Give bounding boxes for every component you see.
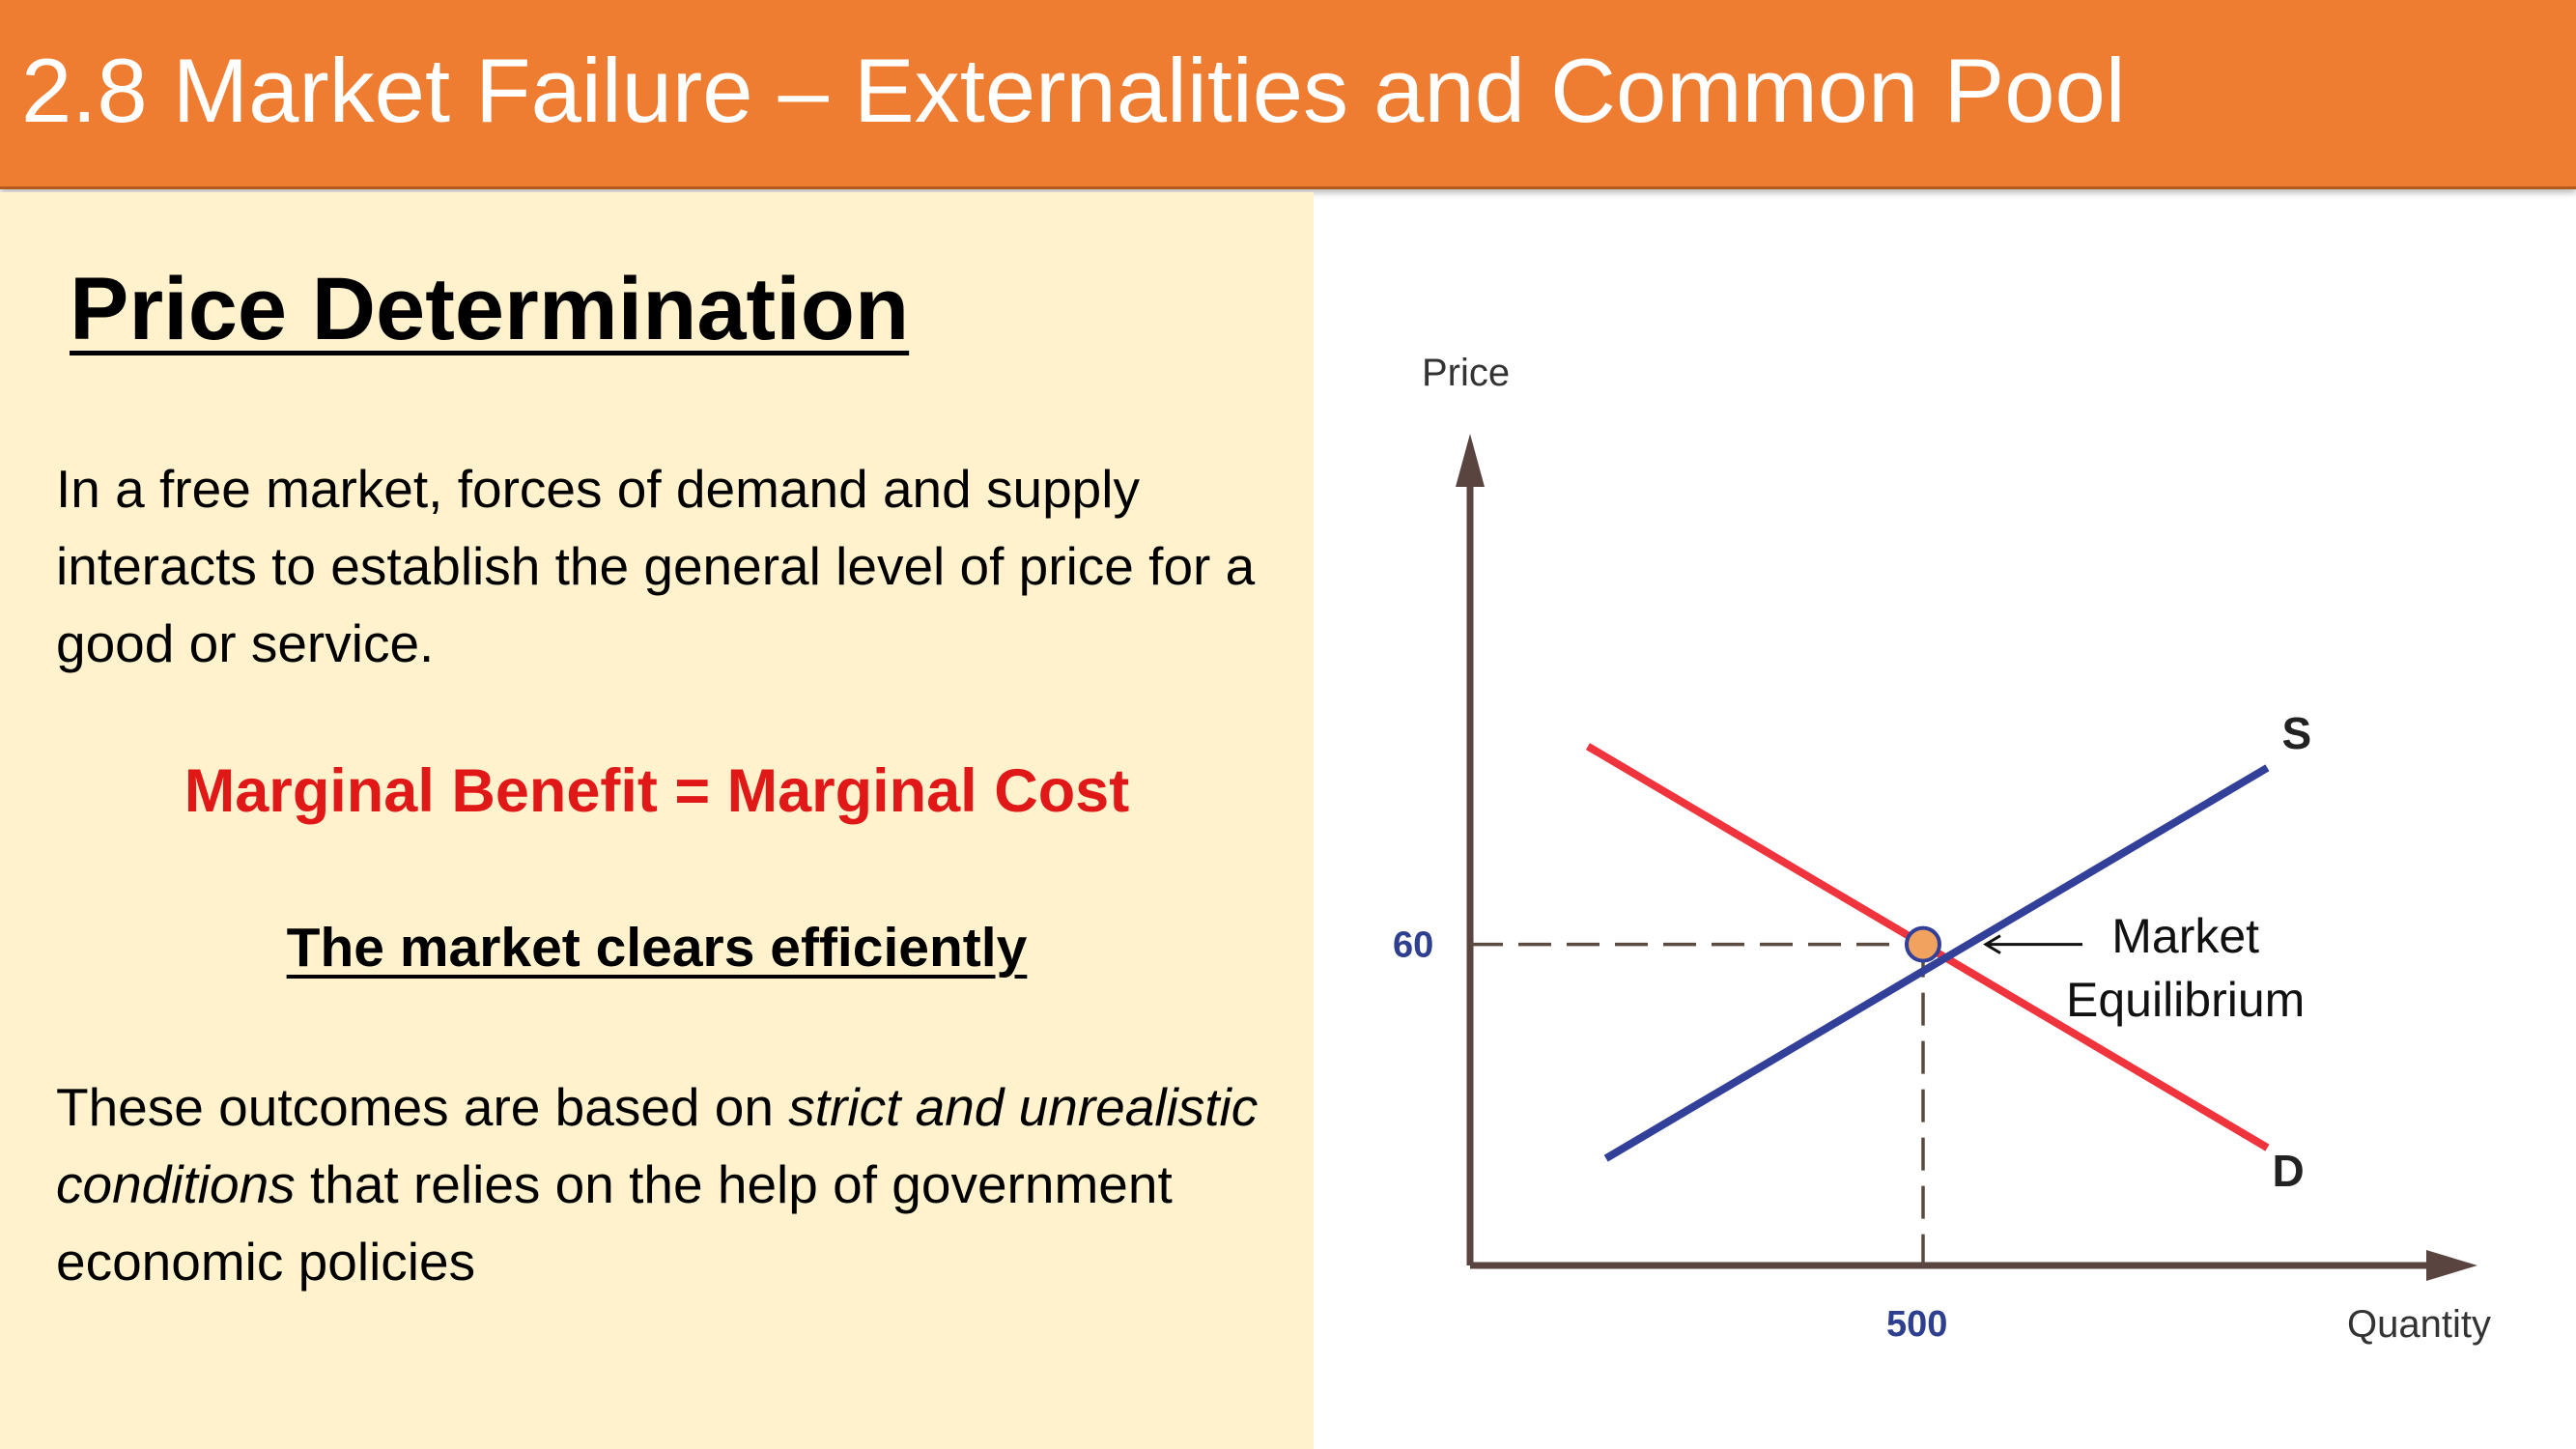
demand-label: D [2272, 1146, 2304, 1196]
supply-label: S [2281, 708, 2311, 758]
equilibrium-annotation-line1: Market [2111, 908, 2260, 963]
conditions-text-end: that relies on the help of government ec… [56, 1154, 1173, 1292]
market-clears-statement: The market clears efficiently [286, 917, 1028, 979]
x-axis-label: Quantity [2347, 1303, 2491, 1346]
slide-title: 2.8 Market Failure – Externalities and C… [21, 40, 2126, 141]
equilibrium-annotation: Market Equilibrium [2066, 904, 2305, 1032]
conditions-emphasis: strict and unrealistic conditions [56, 1077, 1259, 1214]
equilibrium-pointer-head [1983, 934, 2001, 954]
y-axis-arrowhead [1456, 434, 1485, 487]
equilibrium-annotation-line2: Equilibrium [2066, 972, 2306, 1027]
y-axis-label: Price [1422, 352, 1510, 394]
chart-svg: Price Quantity 60 500 S D [1393, 352, 2491, 1346]
x-tick-label: 500 [1886, 1304, 1947, 1345]
section-heading: Price Determination [70, 260, 910, 358]
title-bar: 2.8 Market Failure – Externalities and C… [0, 0, 2576, 189]
intro-paragraph: In a free market, forces of demand and s… [56, 459, 1256, 673]
equilibrium-point [1905, 925, 1941, 963]
y-tick-label: 60 [1393, 925, 1433, 966]
x-axis-arrowhead [2426, 1250, 2477, 1281]
conditions-paragraph: These outcomes are based on strict and u… [56, 1068, 1302, 1300]
conditions-text-start: These outcomes are based on [56, 1077, 789, 1137]
equilibrium-formula: Marginal Benefit = Marginal Cost [184, 757, 1130, 825]
text-panel [0, 192, 1314, 1449]
supply-demand-chart: Price Quantity 60 500 S D Market Equilib… [1314, 192, 2576, 1449]
supply-curve [1603, 764, 2270, 1162]
